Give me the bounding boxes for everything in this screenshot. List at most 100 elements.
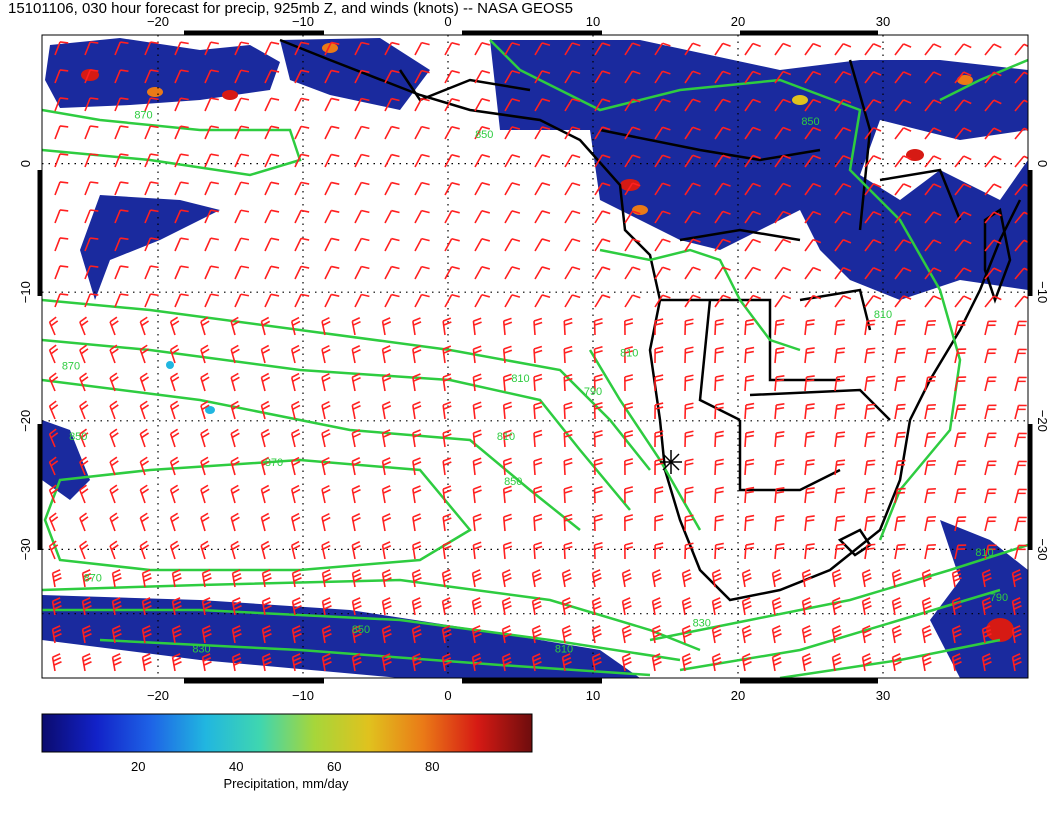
wind-barb <box>593 317 603 336</box>
wind-barb <box>804 319 815 336</box>
wind-barb <box>79 372 89 392</box>
wind-barb <box>230 456 240 476</box>
wind-barb <box>504 70 521 84</box>
wind-barb <box>804 238 822 252</box>
wind-barb <box>414 293 430 308</box>
wind-barb <box>48 372 59 392</box>
wind-barb <box>381 345 392 364</box>
wind-barb <box>351 513 361 532</box>
wind-barb <box>290 344 301 364</box>
wind-barb <box>412 317 422 336</box>
wind-barb <box>171 625 182 644</box>
wind-barb <box>864 211 882 224</box>
lat-tick-left: −10 <box>18 281 33 303</box>
wind-barb <box>444 293 460 308</box>
wind-barb <box>230 344 240 364</box>
wind-barb <box>381 317 392 336</box>
wind-barb <box>260 540 271 560</box>
wind-barb <box>864 515 876 532</box>
wind-barb <box>654 238 671 252</box>
wind-barb <box>864 431 876 448</box>
wind-barb <box>654 42 671 56</box>
wind-barb <box>534 154 551 168</box>
wind-barb <box>984 239 1002 252</box>
wind-barb <box>834 154 852 168</box>
wind-barb <box>894 295 912 308</box>
wind-barb <box>54 181 69 196</box>
wind-barb <box>291 569 302 588</box>
wind-barb <box>144 181 159 196</box>
wind-barb <box>109 372 119 392</box>
wind-barb <box>144 41 159 56</box>
wind-barb <box>290 316 301 336</box>
contour-label: 850 <box>801 116 819 128</box>
wind-barb <box>294 69 310 84</box>
wind-barb <box>200 316 210 336</box>
wind-barb <box>563 541 573 560</box>
wind-barb <box>831 597 842 616</box>
wind-barb <box>591 653 602 672</box>
wind-barb <box>951 597 962 616</box>
wind-barb <box>594 98 611 112</box>
lon-tick-bottom: −20 <box>147 688 169 703</box>
wind-barb <box>381 513 392 532</box>
precip-area-southwest-indian <box>930 520 1028 678</box>
wind-barb <box>502 401 513 420</box>
wind-barb <box>411 569 422 588</box>
wind-barb <box>291 597 302 616</box>
wind-barb <box>954 295 972 308</box>
wind-barb <box>744 70 761 84</box>
lat-tick-right: −30 <box>1035 538 1050 560</box>
africa-coastline <box>279 38 1022 602</box>
wind-barb <box>51 569 62 588</box>
wind-barb <box>502 513 513 532</box>
wind-barb <box>654 266 671 280</box>
wind-barb <box>139 400 150 420</box>
wind-barb <box>954 71 972 84</box>
wind-barb <box>48 400 59 420</box>
wind-barb <box>924 348 936 364</box>
wind-barb <box>624 542 634 560</box>
wind-barb <box>621 597 632 616</box>
wind-barb <box>384 153 400 168</box>
wind-barb <box>139 512 150 532</box>
wind-barb <box>264 97 280 112</box>
wind-barb <box>534 266 551 280</box>
wind-barb <box>169 512 180 532</box>
wind-barb <box>291 653 302 672</box>
wind-barb <box>924 211 942 224</box>
wind-barb <box>774 98 792 112</box>
contour-line <box>42 578 701 652</box>
wind-barb <box>624 182 641 196</box>
wind-barb <box>442 513 452 532</box>
wind-barb <box>684 402 694 420</box>
wind-barb <box>593 373 603 392</box>
wind-barb <box>51 653 62 672</box>
wind-barb <box>654 294 671 308</box>
border-line <box>398 69 531 102</box>
wind-barb <box>200 400 210 420</box>
wind-barb <box>894 211 912 224</box>
wind-barb <box>169 456 180 476</box>
wind-barb <box>714 542 724 560</box>
wind-barb <box>442 429 452 448</box>
wind-barb <box>354 181 370 196</box>
wind-barb <box>204 97 219 112</box>
wind-barb <box>139 344 150 364</box>
border-line <box>848 59 872 231</box>
wind-barb <box>84 293 99 308</box>
wind-barb <box>951 625 962 644</box>
wind-barb <box>954 99 972 112</box>
wind-barb <box>501 653 512 672</box>
wind-barb <box>864 127 882 140</box>
wind-barb <box>954 404 967 420</box>
wind-barb <box>804 98 822 112</box>
lat-tick-left: −20 <box>18 410 33 432</box>
wind-barb <box>744 542 755 560</box>
wind-barb <box>533 373 543 392</box>
wind-barb <box>234 153 250 168</box>
wind-barb <box>834 294 852 308</box>
wind-barb <box>654 486 664 504</box>
wind-barb <box>294 125 310 140</box>
wind-barb <box>504 182 521 196</box>
